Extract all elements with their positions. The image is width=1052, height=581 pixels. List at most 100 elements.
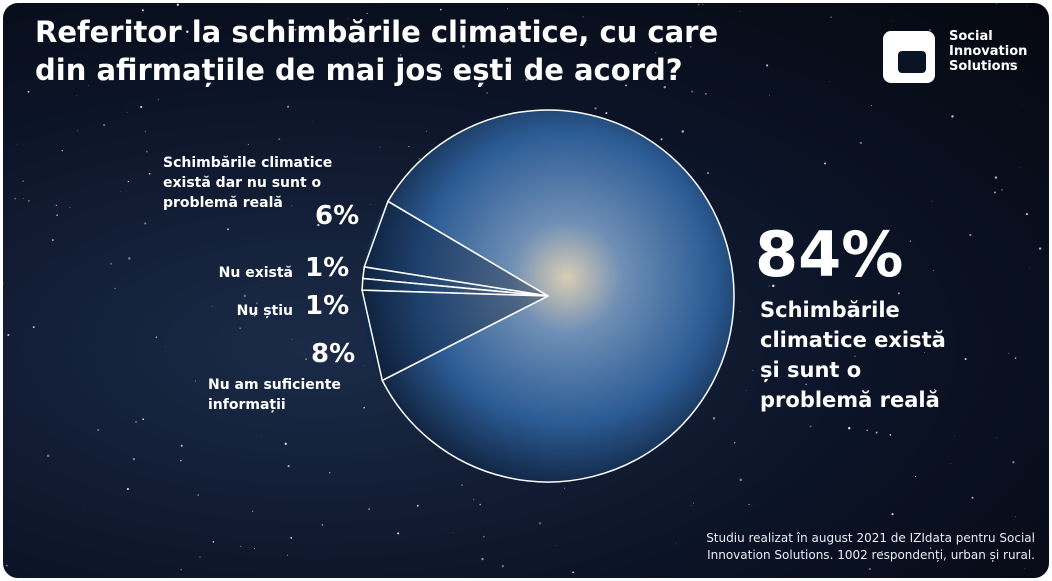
star bbox=[418, 158, 420, 160]
star bbox=[997, 437, 998, 438]
star bbox=[7, 334, 9, 336]
star bbox=[995, 176, 997, 178]
star bbox=[128, 257, 131, 260]
value-label: 1% bbox=[305, 291, 349, 321]
star bbox=[379, 147, 380, 148]
star bbox=[329, 472, 330, 473]
star bbox=[932, 201, 933, 202]
star bbox=[748, 504, 749, 505]
star bbox=[56, 214, 57, 215]
star bbox=[128, 181, 129, 182]
star bbox=[661, 138, 663, 140]
star bbox=[473, 499, 474, 500]
star bbox=[146, 151, 148, 153]
star bbox=[47, 454, 50, 457]
star bbox=[305, 358, 307, 360]
star bbox=[951, 115, 953, 117]
star bbox=[371, 204, 372, 205]
star bbox=[971, 497, 973, 499]
star bbox=[33, 326, 35, 328]
star bbox=[871, 105, 872, 106]
star bbox=[994, 191, 996, 193]
value-label: 6% bbox=[315, 201, 359, 231]
star bbox=[824, 163, 826, 165]
star bbox=[698, 4, 699, 5]
star bbox=[860, 142, 862, 144]
star bbox=[734, 442, 735, 443]
star bbox=[481, 558, 483, 560]
star bbox=[52, 239, 54, 241]
star bbox=[121, 191, 122, 192]
star bbox=[126, 112, 127, 113]
star bbox=[1012, 461, 1014, 463]
star bbox=[156, 336, 158, 338]
star bbox=[145, 131, 146, 132]
star bbox=[70, 207, 71, 208]
star bbox=[227, 228, 229, 230]
star bbox=[285, 443, 287, 445]
star bbox=[452, 532, 453, 533]
star bbox=[177, 4, 179, 6]
star bbox=[239, 327, 241, 329]
star bbox=[1022, 105, 1023, 106]
star bbox=[740, 11, 741, 12]
star bbox=[440, 9, 442, 11]
star bbox=[252, 511, 253, 512]
star bbox=[1015, 516, 1016, 517]
star bbox=[76, 96, 77, 97]
star bbox=[766, 64, 768, 66]
star bbox=[56, 205, 57, 206]
star bbox=[17, 144, 18, 145]
star bbox=[965, 358, 967, 360]
star bbox=[244, 295, 247, 298]
star bbox=[181, 569, 182, 570]
star bbox=[1039, 247, 1041, 249]
star bbox=[127, 488, 129, 490]
value-label: 1% bbox=[305, 253, 349, 283]
star bbox=[197, 494, 199, 496]
star bbox=[364, 365, 365, 366]
star bbox=[397, 532, 399, 534]
star bbox=[461, 484, 462, 485]
star bbox=[200, 557, 201, 558]
star bbox=[969, 234, 971, 236]
star bbox=[1008, 353, 1009, 354]
star bbox=[752, 370, 753, 371]
star bbox=[1020, 167, 1021, 168]
infographic: Referitor la schimbările climatice, cu c… bbox=[0, 0, 1052, 581]
star bbox=[703, 4, 704, 5]
star bbox=[954, 436, 955, 437]
star bbox=[483, 536, 485, 538]
star bbox=[133, 458, 135, 460]
star bbox=[866, 430, 868, 432]
star bbox=[915, 476, 916, 477]
star bbox=[368, 508, 370, 510]
star bbox=[890, 434, 892, 436]
star bbox=[572, 571, 574, 573]
star bbox=[830, 81, 831, 82]
star bbox=[1026, 213, 1028, 215]
star bbox=[848, 427, 850, 429]
star bbox=[810, 425, 812, 427]
star bbox=[6, 565, 8, 567]
star bbox=[22, 180, 24, 182]
star bbox=[746, 390, 747, 391]
star bbox=[933, 270, 934, 271]
star bbox=[876, 432, 878, 434]
star bbox=[77, 130, 78, 131]
star bbox=[691, 91, 693, 93]
star bbox=[555, 545, 556, 546]
slice-label: Nu am suficiente informații bbox=[208, 375, 378, 415]
star bbox=[180, 460, 182, 462]
star bbox=[28, 200, 30, 202]
star bbox=[929, 29, 931, 31]
star bbox=[1015, 357, 1016, 358]
star bbox=[682, 130, 685, 133]
star bbox=[181, 445, 183, 447]
star bbox=[486, 92, 487, 93]
star bbox=[149, 173, 151, 175]
star bbox=[996, 4, 997, 5]
star bbox=[290, 537, 292, 539]
star bbox=[539, 522, 542, 525]
star bbox=[97, 429, 99, 431]
